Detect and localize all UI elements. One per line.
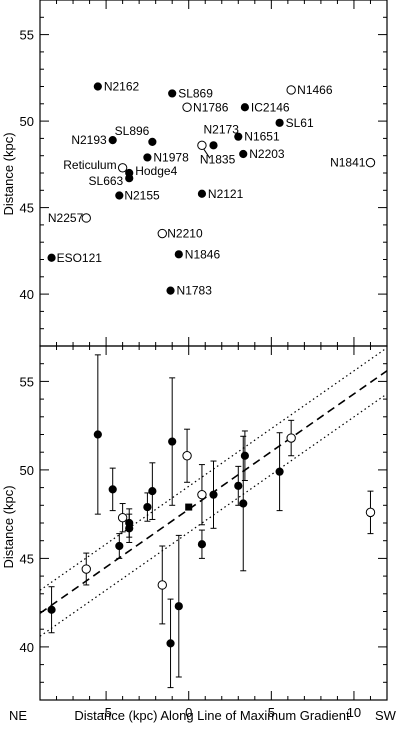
top-point [168,89,177,98]
top-point [182,102,192,112]
top-panel: 40 45 50 55 N2162 SL869 N1466 N1786 IC2146 SL61 SL… [20,0,388,347]
top-point [166,286,175,295]
top-point [125,174,134,183]
top-point [117,163,128,173]
top-point-label: IC2146 [251,100,290,114]
top-point-label: Hodge4 [135,164,177,178]
bottom-point [209,490,218,499]
top-point-label: N2257 [48,211,84,225]
top-point-label: SL61 [286,116,314,130]
top-point-label: N2193 [71,133,107,147]
bottom-point [197,489,207,500]
top-point-label: N2203 [249,147,285,161]
top-y-tick-label: 55 [20,28,34,43]
top-point-label: SL896 [115,124,150,138]
bottom-point [174,602,183,611]
bottom-point [286,433,296,443]
bottom-point [115,541,124,551]
bottom-point [182,451,192,461]
bottom-y-axis-label: Distance (kpc) [1,485,16,568]
bottom-point [93,430,102,439]
top-point-label: N1978 [153,150,189,164]
bottom-point [47,605,56,614]
bottom-point [365,507,376,518]
top-point-label: Reticulum [63,158,116,172]
top-point-label: N1786 [193,100,229,114]
top-point [197,189,207,198]
top-point [93,82,102,91]
top-point [47,253,56,262]
bottom-y-tick-label: 40 [20,640,34,655]
top-point [108,136,117,145]
top-y-tick-label: 45 [20,201,34,216]
top-point [240,103,249,112]
top-point-label: N2155 [124,188,160,202]
n1835-leader-line [203,149,211,159]
top-point-label: N2173 [204,122,240,136]
top-point [239,149,248,159]
top-point-label: SL869 [178,86,213,100]
top-y-tick-label: 50 [20,114,34,129]
top-point-label: N1466 [297,83,333,97]
top-point-label: N1783 [177,284,213,298]
mean-square-marker [185,503,193,511]
x-axis-label: Distance (kpc) Along Line of Maximum Gra… [74,708,350,723]
top-point-label: ESO121 [57,251,103,265]
bottom-point [168,437,177,446]
bottom-point [239,499,248,508]
bottom-y-tick-label: 50 [20,463,34,478]
top-point [115,191,124,200]
bottom-point [143,502,152,512]
bottom-x-tick-label: 5 [268,705,275,720]
top-point [174,250,183,259]
top-point [143,153,152,162]
bottom-y-tick-label: 45 [20,551,34,566]
bottom-point [234,481,243,490]
top-y-tick-label: 40 [20,287,34,302]
bottom-x-tick-label: -5 [100,705,112,720]
top-point-label: N1846 [185,247,221,261]
top-point [234,132,243,141]
top-point-label: N2121 [208,187,244,201]
bottom-point [240,451,249,460]
bottom-point [117,512,128,523]
bottom-point [108,485,117,494]
top-point [286,85,296,95]
bottom-point [157,580,167,590]
top-point [157,228,167,239]
top-y-axis-label: Distance (kpc) [1,132,16,215]
top-point-label: N1841 [330,156,366,170]
x-axis-label-right: SW [375,708,397,723]
top-point [148,137,157,146]
top-point-label: N1651 [244,130,280,144]
bottom-point [81,564,91,574]
bottom-panel: 40 45 50 55 -5 0 5 10 [20,345,388,720]
top-point [81,213,91,223]
top-point [365,157,376,168]
top-point-label: N1835 [200,152,236,166]
bottom-point [275,467,284,476]
bottom-point [148,487,157,496]
top-point-label: N2210 [167,227,203,241]
top-point-label: N2162 [104,80,140,94]
top-point-label: SL663 [89,174,124,188]
bottom-y-tick-label: 55 [20,374,34,389]
top-point [209,141,218,150]
x-axis-label-left: NE [9,708,27,723]
bottom-x-tick-label: 10 [347,705,361,720]
top-frame [39,0,388,347]
bottom-point [125,524,134,533]
bottom-x-tick-label: 0 [185,705,192,720]
bottom-point [166,639,175,648]
bottom-point [197,540,207,549]
top-point [197,140,207,151]
top-point [275,118,284,127]
